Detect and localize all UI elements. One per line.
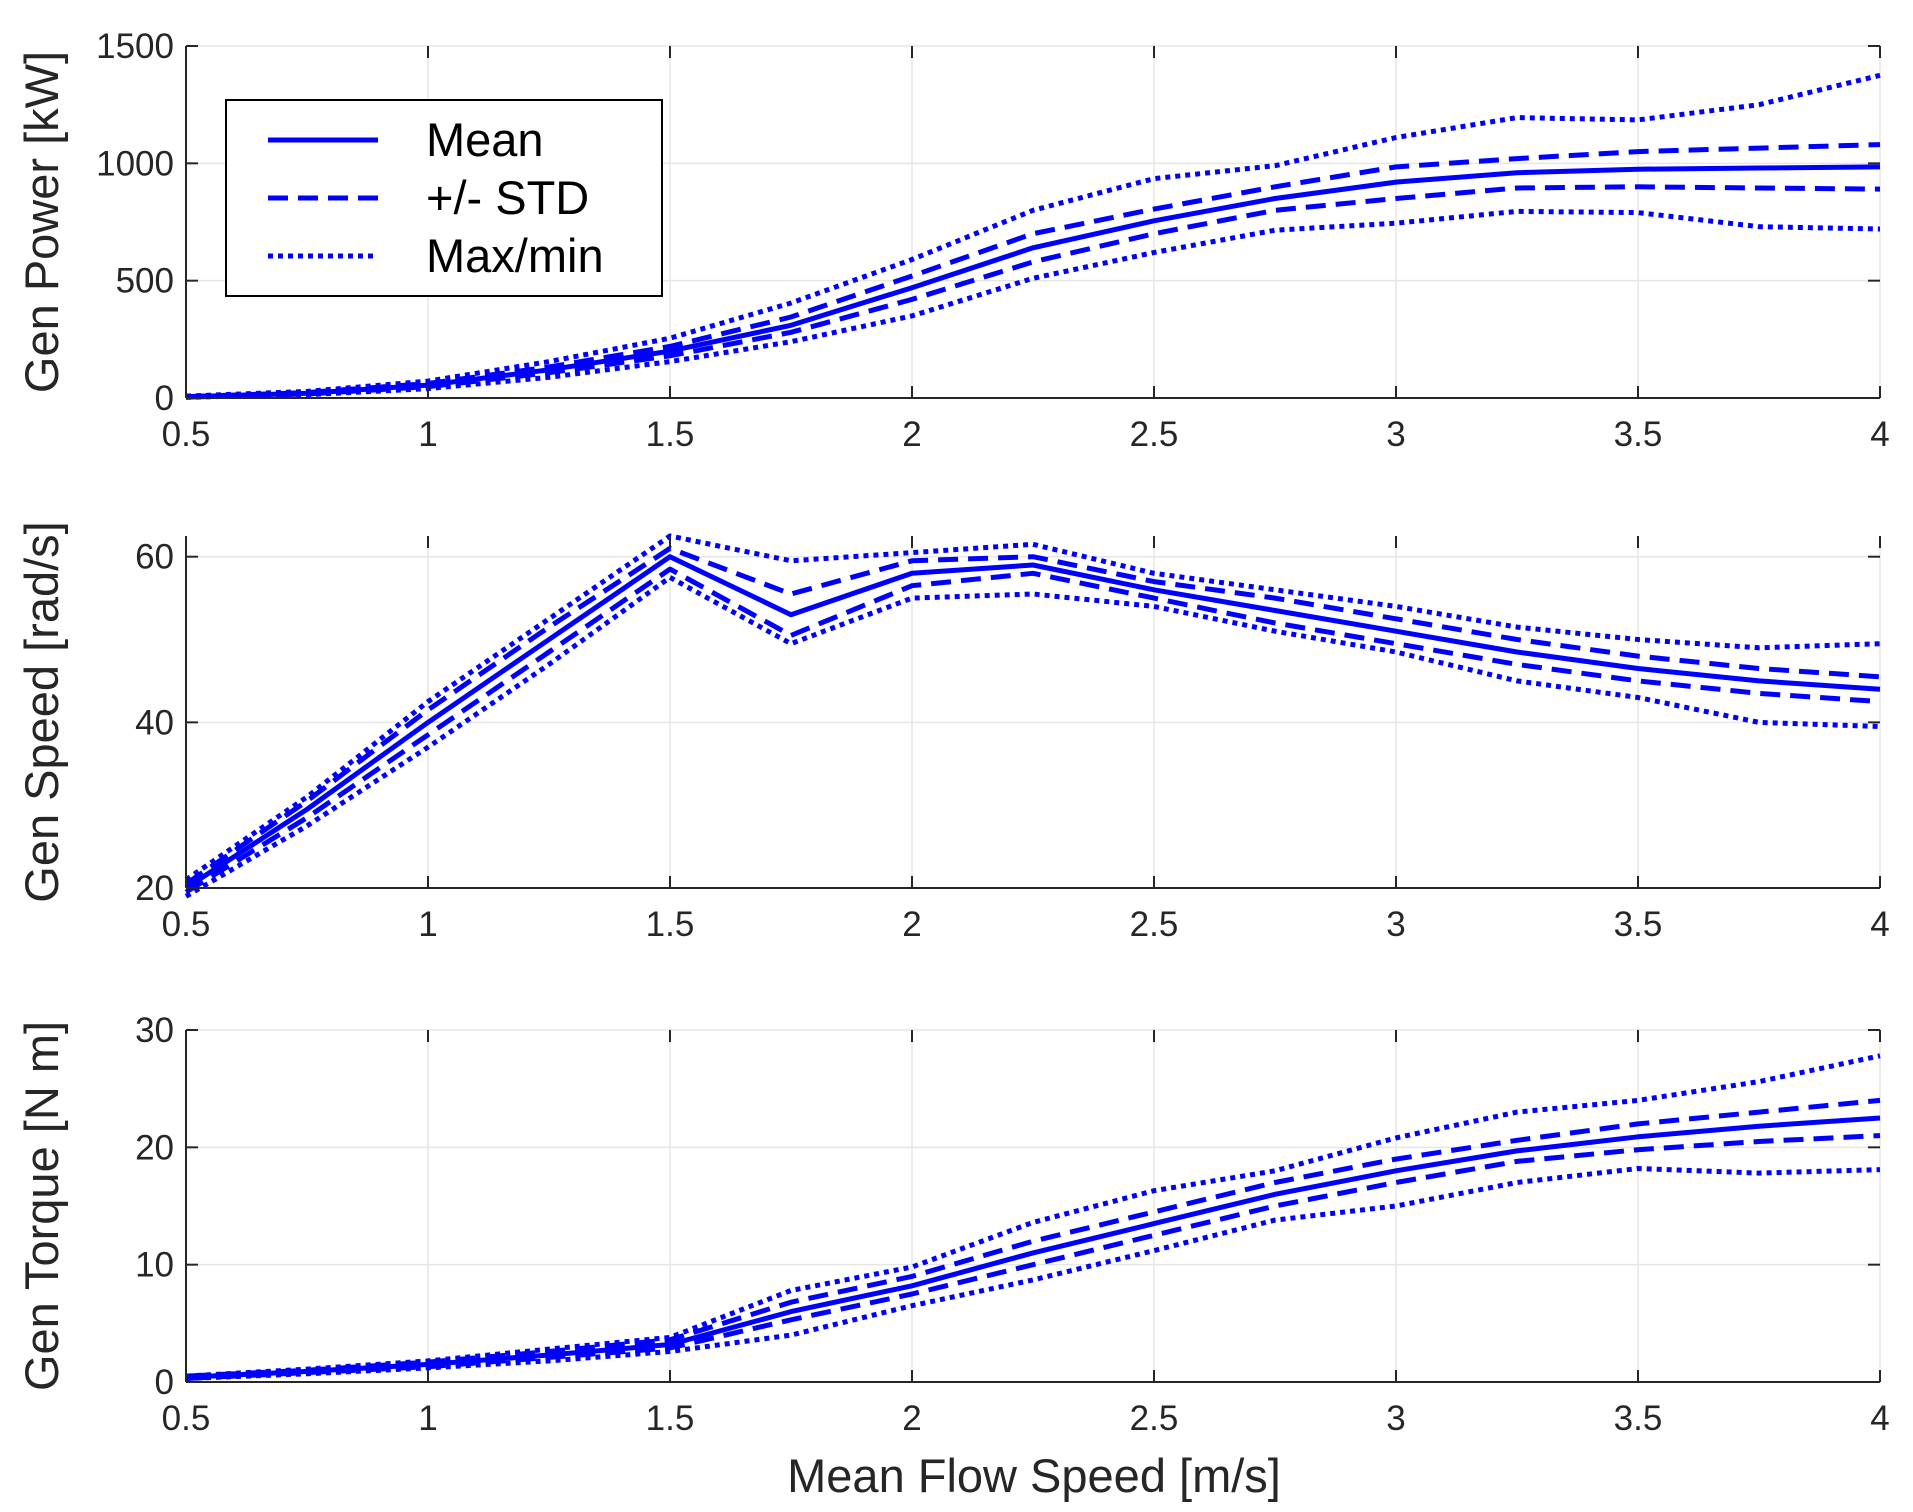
plot-area xyxy=(186,536,1880,888)
x-tick-label: 3.5 xyxy=(1614,415,1663,454)
y-tick-label: 20 xyxy=(135,869,174,908)
x-tick-label: 4 xyxy=(1870,415,1889,454)
x-tick-label: 0.5 xyxy=(162,415,211,454)
series-line-solid xyxy=(184,554,1881,891)
y-tick-label: 20 xyxy=(135,1128,174,1167)
series-line-dotted xyxy=(185,72,1881,399)
x-axis-label: Mean Flow Speed [m/s] xyxy=(787,1449,1281,1502)
x-tick-label: 3.5 xyxy=(1614,905,1663,944)
series-line-dotted xyxy=(185,1053,1881,1379)
legend-label: Max/min xyxy=(426,229,604,282)
y-tick-label: 1500 xyxy=(96,27,174,66)
y-tick-label: 0 xyxy=(155,379,174,418)
x-tick-label: 2.5 xyxy=(1130,415,1179,454)
y-axis-label: Gen Speed [rad/s] xyxy=(15,521,68,902)
series-line-dotted xyxy=(184,574,1881,899)
x-tick-label: 1 xyxy=(418,1399,437,1438)
subplot-3: 0.5 1 1.5 2 2.5 3 3.5 4 0 10 20 30 Gen Torque [N m] xyxy=(15,1011,1890,1438)
x-tick-label: 1.5 xyxy=(646,905,695,944)
series-line-dotted xyxy=(185,208,1881,400)
x-tick-label: 3 xyxy=(1386,905,1405,944)
y-tick-label: 0 xyxy=(155,1363,174,1402)
x-tick-label: 4 xyxy=(1870,905,1889,944)
x-tick-label: 3 xyxy=(1386,415,1405,454)
x-tick-label: 1 xyxy=(418,415,437,454)
y-tick-label: 30 xyxy=(135,1011,174,1050)
series-line-dotted xyxy=(185,1166,1881,1381)
plot-area xyxy=(186,1030,1880,1382)
x-tick-label: 2 xyxy=(902,905,921,944)
x-tick-label: 3.5 xyxy=(1614,1399,1663,1438)
x-tick-label: 2.5 xyxy=(1130,905,1179,944)
y-tick-label: 40 xyxy=(135,703,174,742)
x-tick-label: 0.5 xyxy=(162,905,211,944)
series-line-dashed xyxy=(184,566,1881,895)
x-tick-label: 2 xyxy=(902,415,921,454)
x-tick-label: 4 xyxy=(1870,1399,1889,1438)
x-tick-label: 0.5 xyxy=(162,1399,211,1438)
x-tick-label: 2.5 xyxy=(1130,1399,1179,1438)
legend-label: +/- STD xyxy=(426,171,589,224)
y-tick-label: 1000 xyxy=(96,144,174,183)
series-line-dashed xyxy=(184,545,1881,886)
y-tick-label: 60 xyxy=(135,538,174,577)
x-tick-label: 1.5 xyxy=(646,1399,695,1438)
series-line-dotted xyxy=(184,533,1881,882)
x-tick-label: 1.5 xyxy=(646,415,695,454)
y-axis-label: Gen Power [kW] xyxy=(15,51,68,393)
subplot-2: 0.5 1 1.5 2 2.5 3 3.5 4 20 40 60 Gen Speed [rad/s] xyxy=(15,521,1890,944)
legend-label: Mean xyxy=(426,113,544,166)
y-tick-label: 10 xyxy=(135,1246,174,1285)
x-tick-label: 1 xyxy=(418,905,437,944)
series-line-dashed xyxy=(185,142,1881,400)
series-line-dashed xyxy=(185,184,1881,400)
y-axis-label: Gen Torque [N m] xyxy=(15,1021,68,1391)
x-tick-label: 3 xyxy=(1386,1399,1405,1438)
y-tick-label: 500 xyxy=(116,262,174,301)
x-tick-label: 2 xyxy=(902,1399,921,1438)
